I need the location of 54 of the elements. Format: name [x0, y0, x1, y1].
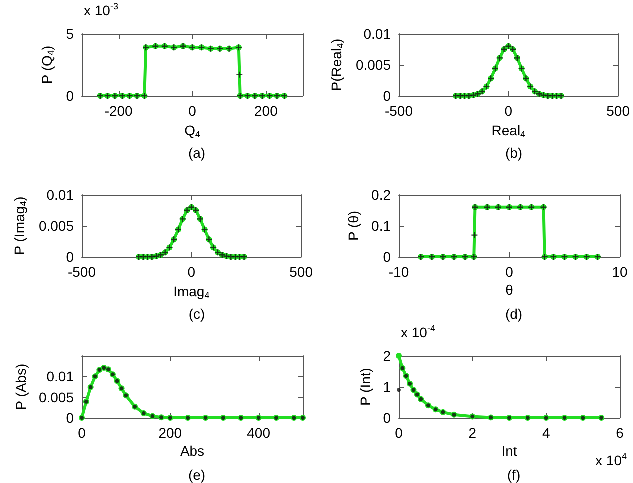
x-tick-label: 4: [542, 425, 550, 441]
y-tick-label: 0: [66, 88, 74, 104]
y-tick-label: 2: [383, 348, 392, 364]
y-axis-title: P(Real4): [328, 38, 346, 92]
y-tick-label: 0.01: [46, 187, 74, 203]
y-tick-label: 0.005: [356, 57, 392, 73]
x-axis-title: Int: [502, 443, 518, 459]
y-axis-title: P (θ): [346, 210, 362, 242]
point: [472, 232, 478, 238]
x-tick-label: -200: [104, 103, 134, 119]
x-tick-label: -10: [388, 264, 410, 280]
x-tick-label: 0: [188, 264, 196, 280]
x-tick-label: 400: [247, 425, 271, 441]
x-tick-label: 6: [616, 425, 624, 441]
point: [396, 353, 402, 359]
y-tick-label: 1: [383, 379, 392, 395]
x-tick-label: -500: [68, 264, 96, 280]
y-tick-label: 0.01: [46, 368, 74, 385]
x-tick-label: 0: [78, 425, 86, 441]
point: [397, 388, 401, 392]
y-tick-label: 0.005: [38, 218, 74, 234]
y-tick-label: 0.005: [38, 389, 74, 406]
x-tick-label: -500: [384, 103, 414, 119]
y-tick-label: 5: [66, 26, 74, 42]
y-tick-label: 0: [66, 410, 74, 426]
x-tick-label: 0: [395, 425, 404, 441]
text: (f): [507, 467, 521, 483]
x-tick-label: 10: [612, 264, 628, 280]
y-tick-label: 0.2: [372, 187, 392, 203]
y-tick-label: 0: [383, 88, 392, 104]
x-tick-label: 500: [606, 103, 630, 119]
x-tick-label: 2: [468, 425, 477, 441]
x-tick-label: 500: [290, 264, 314, 280]
y-tick-label: 0.1: [372, 218, 392, 234]
y-axis-title: P (Int): [357, 368, 374, 406]
y-tick-label: 0: [383, 410, 392, 426]
x-axis-title: θ: [506, 282, 514, 298]
y-tick-label: 0: [66, 249, 74, 265]
x-tick-label: 200: [254, 103, 278, 119]
x-tick-label: 200: [158, 425, 182, 441]
text: (c): [188, 306, 206, 322]
x-tick-label: 0: [506, 264, 514, 280]
x-tick-label: 0: [188, 103, 197, 119]
text: (d): [505, 306, 523, 322]
text: (b): [505, 145, 523, 161]
y-tick-label: 0.01: [364, 26, 392, 42]
x-axis-title: Abs: [180, 443, 205, 459]
y-tick-label: 0: [383, 249, 392, 265]
text: (e): [188, 467, 206, 483]
x-tick-label: 0: [504, 103, 513, 119]
y-axis-title: P (Imag4): [12, 196, 29, 256]
text: (a): [188, 145, 206, 161]
y-axis-title: P (Q4): [38, 46, 56, 84]
y-axis-title: P (Abs): [13, 364, 30, 410]
